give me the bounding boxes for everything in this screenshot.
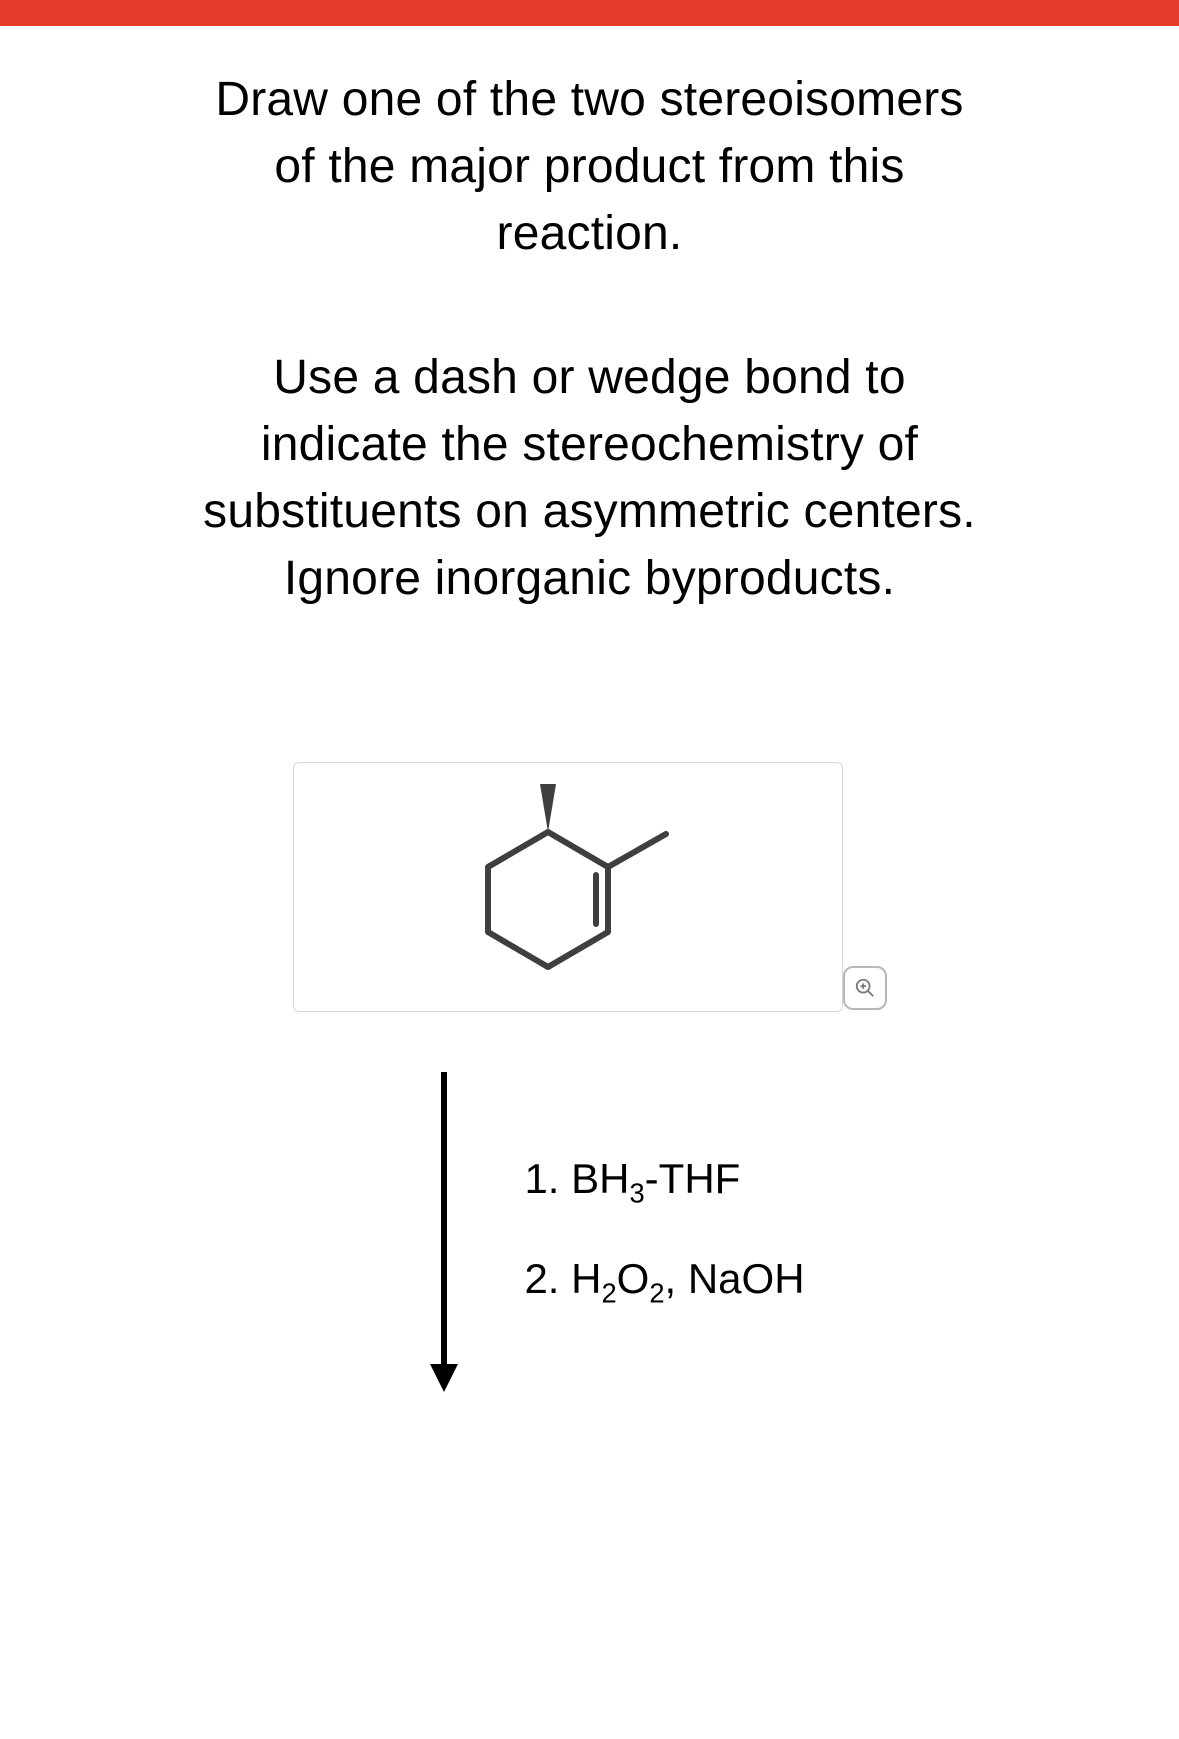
reagent1-suffix: -THF xyxy=(645,1155,741,1202)
reagent-list: 1. BH3-THF 2. H2O2, NaOH xyxy=(524,1155,804,1310)
reaction-scheme: 1. BH3-THF 2. H2O2, NaOH xyxy=(60,1072,1119,1392)
question-line-1: Draw one of the two stereoisomers xyxy=(215,73,963,126)
instruction-line-2: indicate the stereochemistry of xyxy=(261,418,918,471)
molecule-structure-box[interactable] xyxy=(293,762,843,1012)
reagent2-sub2: 2 xyxy=(649,1278,664,1309)
question-line-2: of the major product from this xyxy=(274,140,904,193)
content-area: Draw one of the two stereoisomers of the… xyxy=(0,26,1179,1392)
reagent2-mid: O xyxy=(617,1255,650,1302)
instruction-line-1: Use a dash or wedge bond to xyxy=(273,351,906,404)
reagent-step-2: 2. H2O2, NaOH xyxy=(524,1255,804,1309)
question-line-3: reaction. xyxy=(497,207,683,260)
top-accent-bar xyxy=(0,0,1179,26)
down-arrow-icon xyxy=(424,1072,464,1392)
reaction-arrow-col xyxy=(424,1072,464,1392)
reagent2-sub1: 2 xyxy=(601,1278,616,1309)
zoom-button[interactable] xyxy=(843,966,887,1010)
instruction-line-4: Ignore inorganic byproducts. xyxy=(284,552,895,605)
reagent-step-1: 1. BH3-THF xyxy=(524,1155,804,1209)
reagent1-prefix: 1. BH xyxy=(524,1155,629,1202)
reagent2-suffix: , NaOH xyxy=(665,1255,805,1302)
molecule-row xyxy=(60,762,1119,1012)
reagent2-prefix: 2. H xyxy=(524,1255,601,1302)
instruction-line-3: substituents on asymmetric centers. xyxy=(203,485,976,538)
question-text: Draw one of the two stereoisomers of the… xyxy=(60,66,1119,268)
reagent1-sub: 3 xyxy=(629,1177,644,1208)
zoom-in-icon xyxy=(854,977,876,999)
molecule-diagram xyxy=(418,772,718,1002)
instruction-text: Use a dash or wedge bond to indicate the… xyxy=(60,344,1119,613)
